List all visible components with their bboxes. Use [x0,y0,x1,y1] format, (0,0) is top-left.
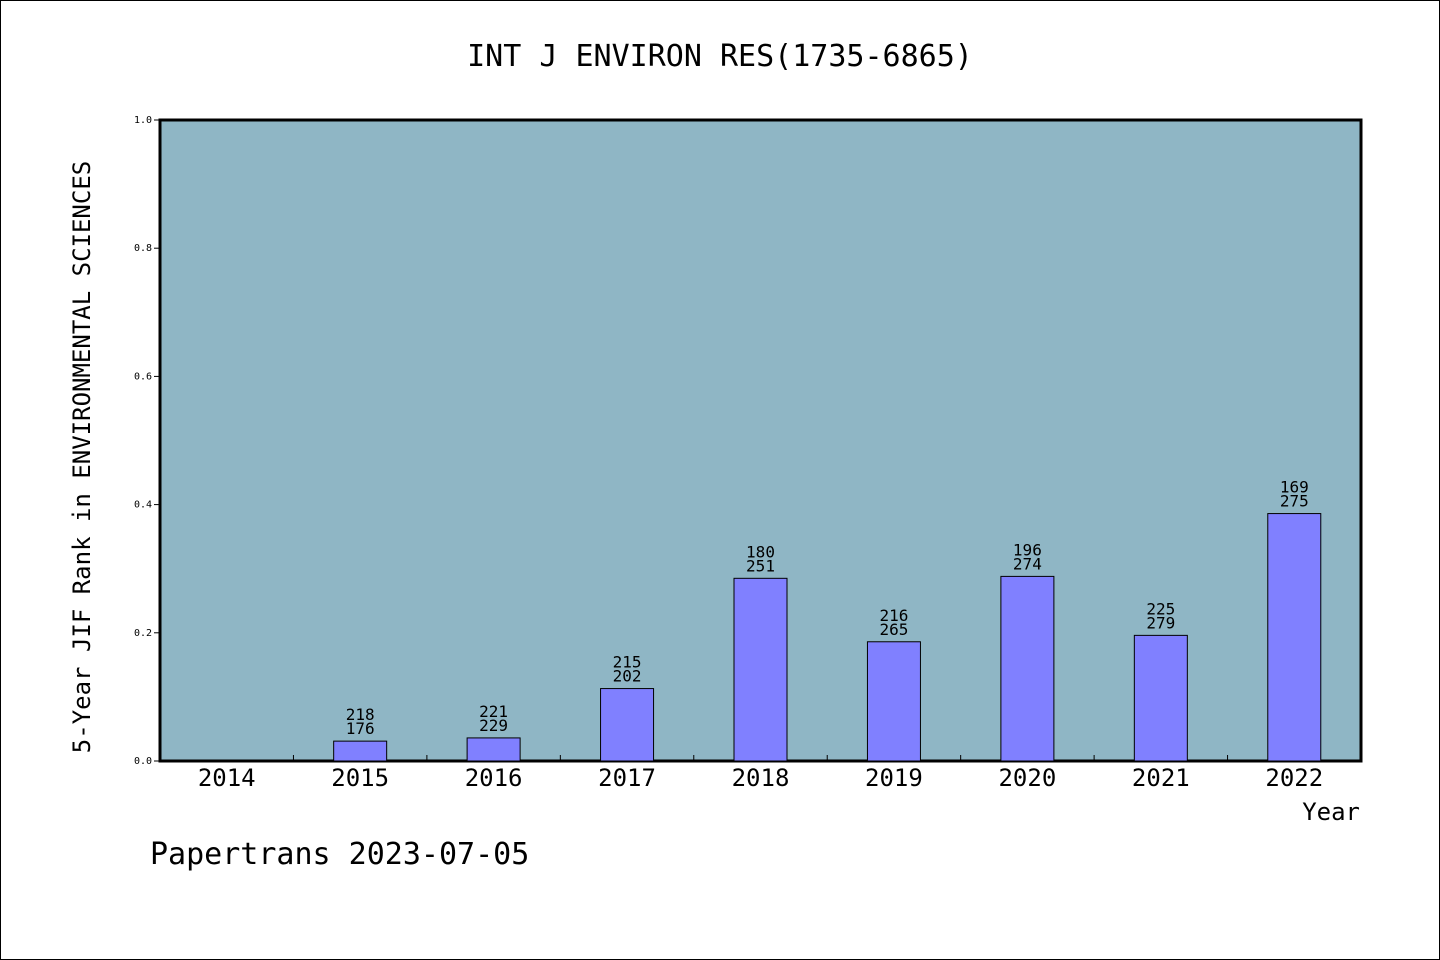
y-axis: 0.0 0.2 0.4 0.6 0.8 1.0 [134,115,160,767]
bar-label-bottom: 229 [479,716,508,735]
x-tick-label: 2016 [465,764,523,792]
y-tick-label: 0.6 [134,371,152,382]
bar [1133,634,1188,762]
y-tick-label: 0.2 [134,628,152,639]
bar-label-top: 215 [613,653,642,672]
x-axis-label: Year [1302,798,1360,826]
y-tick-label: 0.0 [134,756,152,767]
x-tick-label: 2017 [598,764,656,792]
y-tick-label: 0.8 [134,243,152,254]
bar-label-top: 221 [479,702,508,721]
x-tick-label: 2014 [198,764,256,792]
x-axis: 2014 2015 2016 2017 2018 2019 2020 2021 2022 [198,755,1323,792]
chart-title: INT J ENVIRON RES(1735-6865) [467,39,973,74]
bars: 2181762212292152021802512162651962742252… [333,478,1322,762]
x-tick-label: 2021 [1132,764,1190,792]
y-tick-label: 1.0 [134,115,152,126]
bar-label-top: 169 [1280,478,1309,497]
bar-label-top: 180 [746,542,775,561]
bar [466,737,521,762]
footer-text: Papertrans 2023-07-05 [150,837,529,872]
bar [600,688,655,762]
bar [1000,575,1055,762]
y-tick-label: 0.4 [134,500,152,511]
bar-label-top: 218 [346,705,375,724]
bar [866,641,921,762]
bar-label-top: 216 [879,606,908,625]
bar-label-bottom: 275 [1280,492,1309,511]
bar [1267,513,1322,762]
y-axis-label: 5-Year JIF Rank in ENVIRONMENTAL SCIENCE… [68,161,96,753]
x-tick-label: 2018 [732,764,790,792]
bar-label-bottom: 274 [1013,554,1042,573]
x-tick-label: 2020 [998,764,1056,792]
bar [333,740,388,762]
x-tick-label: 2015 [331,764,389,792]
bar-label-bottom: 251 [746,556,775,575]
bar-label-bottom: 202 [613,667,642,686]
bar-label-top: 225 [1146,599,1175,618]
bar-label-bottom: 176 [346,719,375,738]
x-tick-label: 2022 [1265,764,1323,792]
bar-label-top: 196 [1013,540,1042,559]
bar-label-bottom: 265 [879,620,908,639]
bar [733,577,788,762]
bar-label-bottom: 279 [1146,613,1175,632]
x-tick-label: 2019 [865,764,923,792]
